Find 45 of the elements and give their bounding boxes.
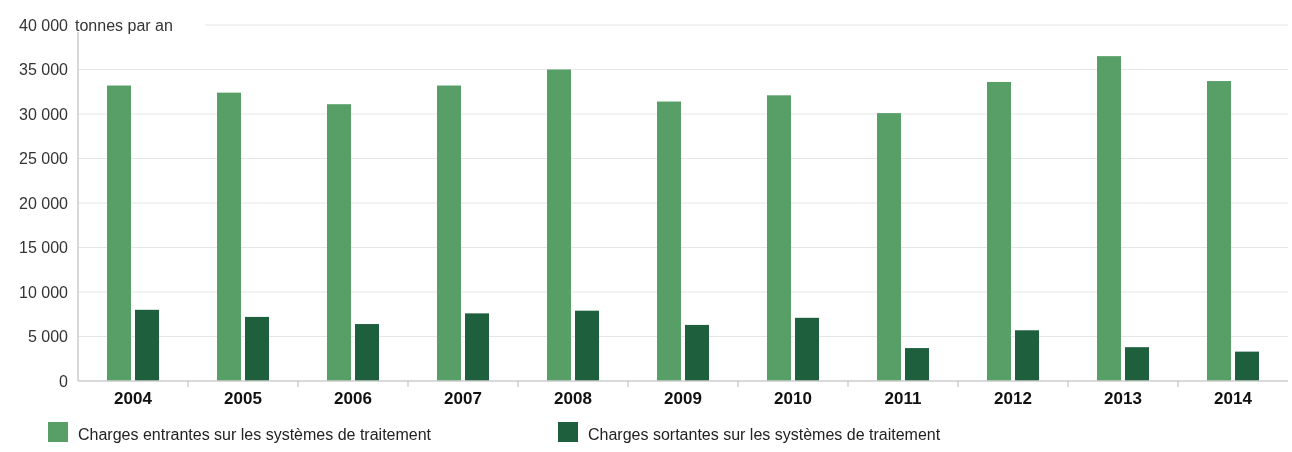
y-tick-label: 15 000	[19, 239, 69, 257]
bar	[767, 95, 791, 381]
bar	[575, 310, 599, 381]
y-tick-label: 40 000	[19, 16, 69, 34]
legend-label: Charges sortantes sur les systèmes de traitement	[588, 425, 941, 443]
y-tick-label: 35 000	[19, 61, 69, 79]
bar	[135, 309, 159, 381]
x-tick-label: 2007	[444, 389, 482, 408]
x-tick-label: 2012	[994, 389, 1032, 408]
bar	[1015, 330, 1039, 381]
x-tick-label: 2011	[884, 389, 922, 408]
bar	[327, 104, 351, 381]
bar	[877, 113, 901, 381]
bar	[437, 85, 461, 381]
x-tick-label: 2008	[554, 389, 592, 408]
x-tick-label: 2004	[114, 389, 153, 408]
bar	[465, 313, 489, 381]
bar	[355, 324, 379, 381]
bar	[905, 348, 929, 381]
x-tick-label: 2005	[224, 389, 262, 408]
y-tick-label: 5 000	[27, 328, 69, 346]
bar	[1097, 56, 1121, 381]
bar	[987, 81, 1011, 381]
bar	[657, 101, 681, 381]
x-tick-label: 2006	[334, 389, 372, 408]
bar	[107, 85, 131, 381]
y-tick-label: 10 000	[19, 283, 69, 301]
bar	[1235, 351, 1259, 381]
bar	[217, 92, 241, 381]
bar	[245, 316, 269, 381]
y-tick-label: 20 000	[19, 194, 69, 212]
x-tick-label: 2013	[1104, 389, 1142, 408]
bar	[685, 324, 709, 381]
x-tick-label: 2014	[1214, 389, 1253, 408]
y-tick-label: 25 000	[19, 150, 69, 168]
y-axis-title: tonnes par an	[75, 16, 173, 34]
bar	[1125, 347, 1149, 381]
bar	[1207, 81, 1231, 381]
bar	[795, 317, 819, 381]
bar	[547, 69, 571, 381]
x-tick-label: 2009	[664, 389, 702, 408]
y-tick-label: 30 000	[19, 105, 69, 123]
legend-label: Charges entrantes sur les systèmes de traitement	[78, 425, 432, 443]
x-tick-label: 2010	[774, 389, 812, 408]
y-tick-label: 0	[59, 372, 69, 390]
